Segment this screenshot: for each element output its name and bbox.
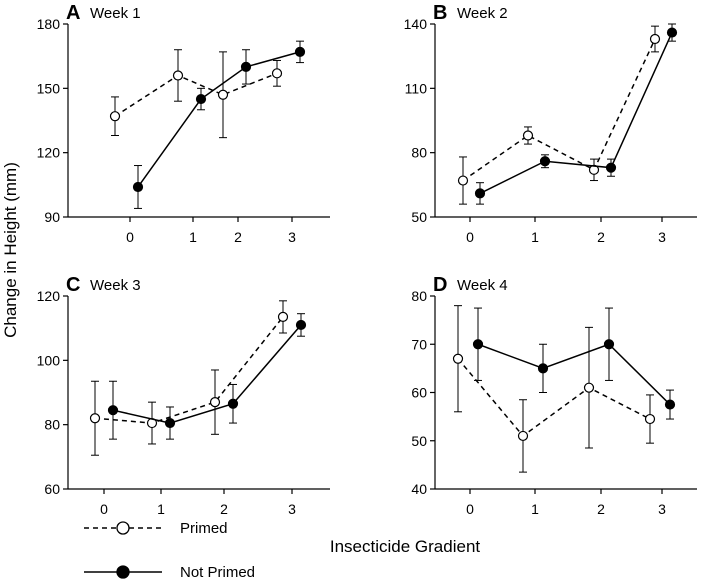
x-tick-label: 1 <box>531 229 539 245</box>
y-tick-label: 80 <box>411 288 427 304</box>
y-tick-label: 50 <box>411 209 427 225</box>
x-tick-label: 2 <box>234 229 242 245</box>
panel-d-letter: D <box>433 274 447 296</box>
y-tick-label: 120 <box>37 288 61 304</box>
panel-a-not-primed-point <box>195 93 207 105</box>
panel-d-primed-line <box>457 358 651 437</box>
panel-c: C Week 3 60 80 100 120 0 1 2 3 <box>37 274 330 517</box>
x-tick-label: 3 <box>288 501 296 517</box>
legend: Primed Not Primed <box>84 520 255 581</box>
panel-d-primed-point <box>583 382 595 393</box>
panel-d-not-primed-point <box>603 339 615 350</box>
panel-b-not-primed-point <box>666 27 678 38</box>
y-tick-label: 60 <box>411 385 427 401</box>
panel-c-not-primed-point <box>227 398 239 409</box>
panel-c-letter: C <box>66 274 80 296</box>
panel-c-primed-point <box>209 397 221 408</box>
panel-b-primed-line <box>462 38 656 182</box>
y-tick-label: 120 <box>37 145 61 161</box>
panel-a-not-primed-point <box>132 181 144 193</box>
y-tick-label: 140 <box>404 16 428 32</box>
panel-d-primed-point <box>452 353 464 364</box>
panel-a-primed-point <box>172 70 184 81</box>
panel-d-title: Week 4 <box>457 277 508 294</box>
x-tick-label: 3 <box>658 501 666 517</box>
panel-d: D Week 4 40 50 60 70 80 0 1 2 3 <box>411 274 697 517</box>
y-tick-label: 60 <box>44 481 60 497</box>
panel-c-not-primed-point <box>295 319 307 331</box>
panel-d-not-primed-point <box>472 339 484 350</box>
y-tick-label: 100 <box>37 352 61 368</box>
x-tick-label: 3 <box>658 229 666 245</box>
panel-b-primed-point <box>457 175 469 186</box>
panel-b-primed-point <box>649 33 661 45</box>
panel-b-not-primed-point <box>474 188 486 199</box>
panel-d-not-primed-point <box>664 399 676 410</box>
legend-primed-label: Primed <box>180 520 228 537</box>
panel-a-not-primed-point <box>240 61 252 72</box>
panel-a-not-primed-point <box>294 46 306 57</box>
panel-a-primed-line <box>114 72 278 117</box>
y-axis-label: Change in Height (mm) <box>1 162 20 338</box>
panel-a: A Week 1 90 120 150 180 0 1 2 3 <box>37 2 330 245</box>
x-tick-label: 0 <box>466 229 474 245</box>
panel-b-title: Week 2 <box>457 5 508 22</box>
panel-a-primed-point <box>109 111 121 122</box>
y-tick-label: 70 <box>411 336 427 352</box>
panel-d-primed-point <box>517 430 529 442</box>
x-tick-label: 0 <box>100 501 108 517</box>
x-tick-label: 0 <box>126 229 134 245</box>
x-tick-label: 2 <box>597 501 605 517</box>
panel-b: B Week 2 50 80 110 140 0 1 2 3 <box>404 2 697 245</box>
y-tick-label: 40 <box>411 481 427 497</box>
x-tick-label: 0 <box>466 501 474 517</box>
panel-b-letter: B <box>433 2 447 24</box>
y-tick-label: 150 <box>37 80 61 96</box>
panel-d-primed-point <box>644 413 656 425</box>
x-tick-label: 2 <box>220 501 228 517</box>
x-tick-label: 2 <box>597 229 605 245</box>
x-tick-label: 1 <box>531 501 539 517</box>
y-tick-label: 90 <box>44 209 60 225</box>
legend-primed-marker <box>116 521 130 535</box>
panel-c-title: Week 3 <box>90 277 141 294</box>
panel-c-not-primed-line <box>112 324 302 424</box>
panel-a-letter: A <box>66 2 80 24</box>
x-axis-label: Insecticide Gradient <box>330 537 481 556</box>
x-tick-label: 3 <box>288 229 296 245</box>
x-tick-label: 1 <box>189 229 197 245</box>
y-tick-label: 50 <box>411 433 427 449</box>
panel-b-not-primed-point <box>539 156 551 167</box>
y-tick-label: 80 <box>411 145 427 161</box>
y-tick-label: 110 <box>405 80 428 96</box>
legend-not-primed-label: Not Primed <box>180 564 255 581</box>
panel-d-not-primed-line <box>477 343 671 406</box>
legend-not-primed-marker <box>116 565 130 579</box>
panel-a-title: Week 1 <box>90 5 141 22</box>
panel-d-not-primed-point <box>537 363 549 374</box>
panel-a-primed-point <box>217 89 229 100</box>
panel-c-primed-point <box>89 413 101 424</box>
panel-c-not-primed-point <box>164 417 176 429</box>
panel-c-primed-point <box>277 311 289 323</box>
y-tick-label: 180 <box>37 16 61 32</box>
panel-b-primed-point <box>522 130 534 141</box>
panel-c-not-primed-point <box>107 405 119 416</box>
y-tick-label: 80 <box>44 417 60 433</box>
panel-a-primed-point <box>271 68 283 79</box>
panel-b-not-primed-line <box>479 32 673 195</box>
panel-a-not-primed-line <box>137 51 301 188</box>
panel-b-not-primed-point <box>605 162 617 173</box>
panel-c-primed-line <box>94 316 284 424</box>
x-tick-label: 1 <box>157 501 165 517</box>
